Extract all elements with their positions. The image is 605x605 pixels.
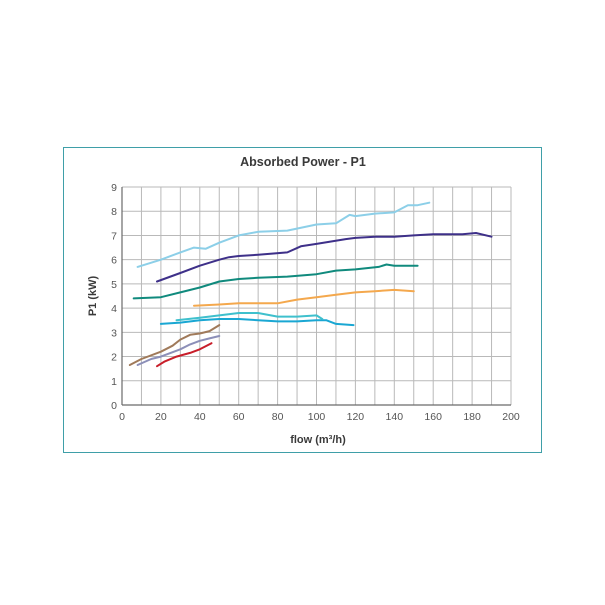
series-line-5 (159, 318, 355, 327)
y-tick-label: 3 (111, 327, 117, 339)
y-tick-label: 4 (111, 303, 117, 315)
chart-frame (63, 147, 542, 453)
y-tick-label: 0 (111, 400, 117, 412)
x-tick-label: 140 (386, 411, 404, 423)
x-tick-label: 100 (308, 411, 326, 423)
series-line-7 (128, 324, 221, 366)
series-line-4 (193, 288, 415, 307)
axes (121, 187, 511, 406)
x-tick-label: 60 (233, 411, 245, 423)
y-axis-label: P1 (kW) (87, 275, 99, 316)
x-axis-label: flow (m³/h) (290, 434, 346, 446)
y-tick-label: 7 (111, 230, 117, 242)
grid (121, 186, 512, 406)
series-line-8 (136, 335, 221, 366)
x-tick-label: 40 (194, 411, 206, 423)
series-line-1 (136, 201, 431, 268)
y-tick-label: 6 (111, 255, 117, 267)
chart-title: Absorbed Power - P1 (240, 155, 366, 169)
series-line-9 (156, 342, 213, 368)
series-line-6 (175, 312, 324, 322)
series-line-3 (132, 263, 419, 300)
x-tick-label: 120 (347, 411, 365, 423)
x-tick-label: 20 (155, 411, 167, 423)
y-tick-label: 5 (111, 279, 117, 291)
y-tick-label: 1 (111, 376, 117, 388)
series-line-2 (156, 232, 493, 283)
x-tick-label: 0 (119, 411, 125, 423)
x-tick-label: 80 (272, 411, 284, 423)
y-tick-label: 8 (111, 206, 117, 218)
y-tick-label: 2 (111, 352, 117, 364)
tick-labels: 0 20 40 60 80 100 120 140 160 180 200 0 1 2 3 4 5 6 7 8 9 (111, 182, 520, 423)
series-lines (128, 201, 493, 368)
y-tick-label: 9 (111, 182, 117, 194)
x-tick-label: 200 (502, 411, 520, 423)
x-tick-label: 180 (463, 411, 481, 423)
x-tick-label: 160 (424, 411, 442, 423)
